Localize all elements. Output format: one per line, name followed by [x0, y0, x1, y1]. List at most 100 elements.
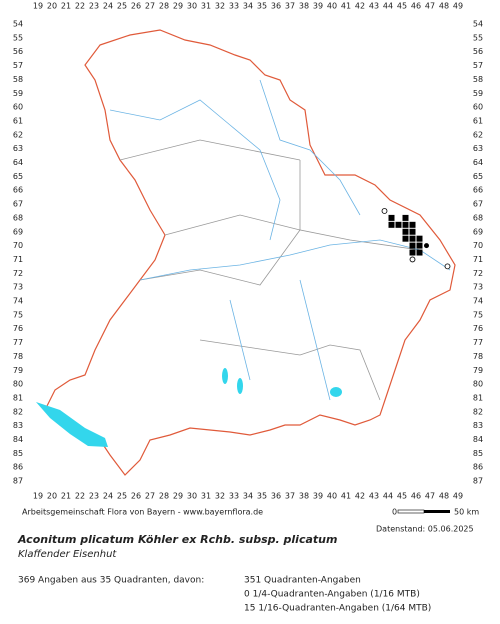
- stats-line: 351 Quadranten-Angaben: [244, 576, 361, 586]
- y-tick-label: 81: [473, 393, 483, 402]
- x-tick-label: 46: [411, 492, 421, 501]
- y-tick-label: 56: [473, 47, 483, 56]
- y-tick-label: 55: [13, 33, 23, 42]
- rivers: [109, 79, 451, 401]
- y-tick-label: 70: [13, 241, 23, 250]
- y-tick-label: 54: [13, 20, 23, 29]
- y-tick-label: 68: [13, 213, 23, 222]
- y-tick-label: 63: [473, 144, 483, 153]
- x-tick-label: 28: [159, 492, 169, 501]
- record-square: [416, 242, 423, 249]
- x-tick-label: 34: [243, 492, 253, 501]
- y-tick-label: 68: [473, 213, 483, 222]
- y-tick-label: 84: [473, 435, 483, 444]
- x-tick-label: 19: [33, 2, 43, 11]
- x-tick-label: 35: [257, 2, 267, 11]
- x-tick-label: 46: [411, 2, 421, 11]
- y-tick-label: 87: [13, 477, 23, 486]
- y-tick-label: 69: [473, 227, 483, 236]
- y-tick-label: 71: [473, 255, 483, 264]
- y-tick-label: 56: [13, 47, 23, 56]
- record-square: [416, 249, 423, 256]
- y-tick-label: 84: [13, 435, 23, 444]
- record-square: [388, 214, 395, 221]
- record-square: [409, 235, 416, 242]
- y-tick-label: 67: [13, 200, 23, 209]
- x-tick-label: 49: [453, 492, 463, 501]
- x-tick-label: 28: [159, 2, 169, 11]
- x-tick-label: 40: [327, 492, 337, 501]
- x-tick-label: 36: [271, 2, 281, 11]
- x-tick-label: 37: [285, 492, 295, 501]
- y-tick-label: 74: [473, 297, 483, 306]
- y-tick-label: 83: [13, 421, 23, 430]
- x-tick-label: 36: [271, 492, 281, 501]
- x-tick-label: 45: [397, 492, 407, 501]
- y-tick-label: 85: [473, 449, 483, 458]
- record-square: [409, 221, 416, 228]
- x-tick-label: 39: [313, 2, 323, 11]
- lake-ammersee: [222, 368, 228, 384]
- x-tick-label: 43: [369, 2, 379, 11]
- x-tick-label: 23: [89, 2, 99, 11]
- x-tick-label: 48: [439, 2, 449, 11]
- y-tick-label: 66: [13, 186, 23, 195]
- y-tick-label: 59: [473, 89, 483, 98]
- x-tick-label: 26: [131, 2, 141, 11]
- x-tick-label: 30: [187, 492, 197, 501]
- x-tick-label: 22: [75, 2, 85, 11]
- x-tick-label: 49: [453, 2, 463, 11]
- y-tick-label: 75: [473, 310, 483, 319]
- scale-bar-black: [424, 510, 450, 513]
- bavaria-border: [44, 29, 456, 476]
- y-tick-label: 72: [13, 269, 23, 278]
- x-tick-label: 31: [201, 492, 211, 501]
- y-tick-label: 75: [13, 310, 23, 319]
- x-tick-label: 45: [397, 2, 407, 11]
- y-tick-label: 57: [13, 61, 23, 70]
- x-tick-label: 44: [383, 492, 393, 501]
- x-tick-label: 38: [299, 492, 309, 501]
- common-name: Klaffender Eisenhut: [18, 549, 117, 560]
- y-tick-label: 77: [473, 338, 483, 347]
- scale-bar-white: [397, 509, 425, 514]
- y-tick-label: 73: [13, 283, 23, 292]
- x-tick-label: 44: [383, 2, 393, 11]
- x-tick-label: 20: [47, 2, 57, 11]
- y-tick-label: 60: [473, 103, 483, 112]
- y-tick-label: 74: [13, 297, 23, 306]
- lake-starnberg: [237, 378, 243, 394]
- y-tick-label: 78: [473, 352, 483, 361]
- x-tick-label: 19: [33, 492, 43, 501]
- x-tick-label: 48: [439, 492, 449, 501]
- x-tick-label: 40: [327, 2, 337, 11]
- x-tick-label: 41: [341, 492, 351, 501]
- record-dot: [424, 243, 429, 249]
- y-tick-label: 87: [473, 477, 483, 486]
- y-tick-label: 78: [13, 352, 23, 361]
- stats-summary: 369 Angaben aus 35 Quadranten, davon:: [18, 576, 204, 586]
- record-circle: [409, 256, 416, 263]
- y-tick-label: 64: [13, 158, 23, 167]
- y-tick-label: 62: [13, 130, 23, 139]
- x-tick-label: 42: [355, 492, 365, 501]
- y-tick-label: 86: [13, 463, 23, 472]
- y-tick-label: 64: [473, 158, 483, 167]
- x-tick-label: 47: [425, 2, 435, 11]
- y-tick-label: 82: [13, 407, 23, 416]
- x-tick-label: 27: [145, 2, 155, 11]
- x-tick-label: 31: [201, 2, 211, 11]
- x-tick-label: 47: [425, 492, 435, 501]
- y-tick-label: 76: [13, 324, 23, 333]
- scale-start: 0: [392, 508, 397, 517]
- record-square: [409, 249, 416, 256]
- x-tick-label: 23: [89, 492, 99, 501]
- district-border: [119, 139, 421, 401]
- x-tick-label: 25: [117, 2, 127, 11]
- record-circle: [381, 208, 388, 214]
- x-tick-label: 21: [61, 2, 71, 11]
- record-square: [409, 242, 416, 249]
- y-tick-label: 86: [473, 463, 483, 472]
- record-square: [402, 235, 409, 242]
